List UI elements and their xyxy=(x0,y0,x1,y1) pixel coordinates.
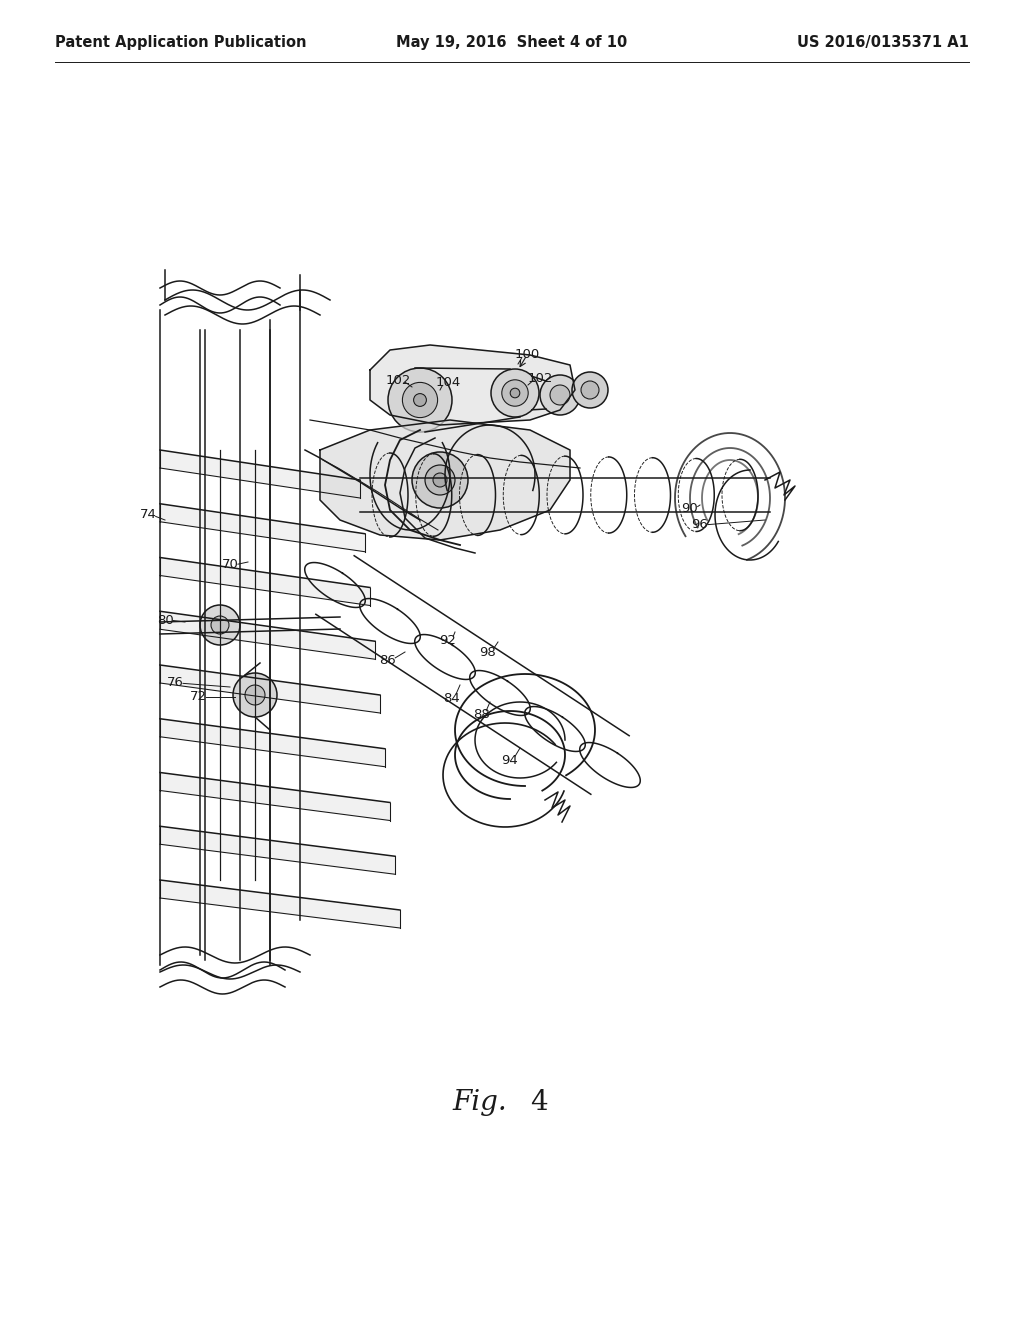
Polygon shape xyxy=(160,504,365,552)
Text: 90: 90 xyxy=(682,502,698,515)
Circle shape xyxy=(414,393,426,407)
Polygon shape xyxy=(160,772,390,821)
Circle shape xyxy=(550,385,570,405)
Text: 70: 70 xyxy=(221,558,239,572)
Polygon shape xyxy=(319,420,570,540)
Polygon shape xyxy=(160,557,370,606)
Circle shape xyxy=(540,375,580,414)
Circle shape xyxy=(245,685,265,705)
Text: 94: 94 xyxy=(502,754,518,767)
Circle shape xyxy=(490,370,539,417)
Circle shape xyxy=(581,381,599,399)
Circle shape xyxy=(502,380,528,407)
Text: Patent Application Publication: Patent Application Publication xyxy=(55,36,306,50)
Text: 86: 86 xyxy=(380,653,396,667)
Text: 84: 84 xyxy=(443,692,461,705)
Text: 92: 92 xyxy=(439,634,457,647)
Circle shape xyxy=(402,383,437,417)
Text: 88: 88 xyxy=(474,709,490,722)
Circle shape xyxy=(233,673,278,717)
Polygon shape xyxy=(160,826,395,874)
Circle shape xyxy=(425,465,455,495)
Circle shape xyxy=(572,372,608,408)
Circle shape xyxy=(388,368,452,432)
Circle shape xyxy=(412,451,468,508)
Text: 102: 102 xyxy=(385,374,411,387)
Text: 100: 100 xyxy=(514,348,540,362)
Text: 74: 74 xyxy=(139,508,157,521)
Polygon shape xyxy=(370,345,575,425)
Circle shape xyxy=(510,388,520,397)
Text: 76: 76 xyxy=(167,676,183,689)
Polygon shape xyxy=(160,719,385,767)
Polygon shape xyxy=(160,611,375,659)
Text: Fig.: Fig. xyxy=(452,1089,507,1115)
Text: 72: 72 xyxy=(189,690,207,704)
Text: 4: 4 xyxy=(530,1089,548,1115)
Text: US 2016/0135371 A1: US 2016/0135371 A1 xyxy=(797,36,969,50)
Polygon shape xyxy=(160,880,400,928)
Text: 104: 104 xyxy=(435,375,461,388)
Text: 96: 96 xyxy=(691,519,709,532)
Text: 102: 102 xyxy=(527,371,553,384)
Circle shape xyxy=(211,616,229,634)
Polygon shape xyxy=(160,665,380,713)
Circle shape xyxy=(433,473,447,487)
Polygon shape xyxy=(160,450,360,498)
Text: 98: 98 xyxy=(479,645,497,659)
Text: May 19, 2016  Sheet 4 of 10: May 19, 2016 Sheet 4 of 10 xyxy=(396,36,628,50)
Text: 80: 80 xyxy=(157,614,173,627)
Circle shape xyxy=(200,605,240,645)
